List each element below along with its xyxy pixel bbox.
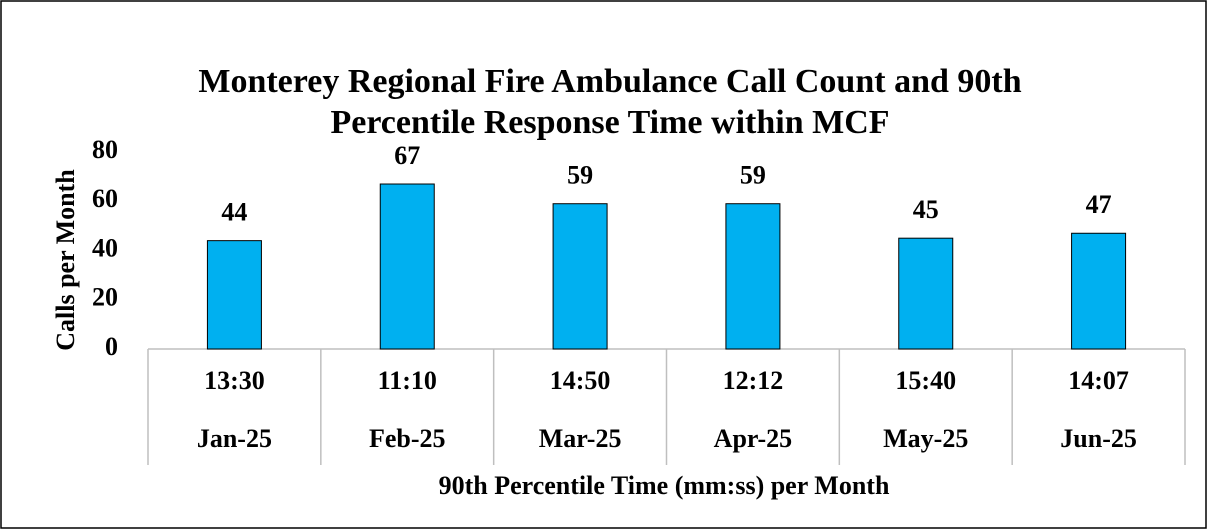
y-tick-label: 0	[105, 332, 118, 361]
chart-title: Monterey Regional Fire Ambulance Call Co…	[198, 63, 1021, 141]
data-label: 47	[1086, 190, 1112, 219]
bar	[379, 183, 435, 350]
bar	[552, 203, 608, 350]
x-axis-title: 90th Percentile Time (mm:ss) per Month	[439, 471, 890, 500]
y-tick-label: 20	[92, 283, 118, 312]
y-tick-label: 40	[92, 233, 118, 262]
x-tick-label: Feb-25	[369, 424, 446, 453]
y-tick-label: 80	[92, 135, 118, 164]
x-tick-label: 14:07	[1068, 366, 1129, 395]
y-axis-title: Calls per Month	[51, 169, 80, 351]
x-tick-label: Mar-25	[539, 424, 622, 453]
data-label: 59	[567, 161, 593, 190]
x-tick-label: 11:10	[378, 366, 437, 395]
y-tick-label: 60	[92, 184, 118, 213]
x-tick-label: 13:30	[204, 366, 265, 395]
data-label: 59	[740, 161, 766, 190]
bar	[725, 203, 781, 350]
x-tick-label: 14:50	[550, 366, 611, 395]
x-tick-label: Jun-25	[1060, 424, 1137, 453]
data-label: 44	[221, 198, 247, 227]
x-tick-label: May-25	[883, 424, 968, 453]
data-label: 45	[913, 195, 939, 224]
x-tick-label: 15:40	[895, 366, 956, 395]
bar	[206, 240, 262, 350]
x-tick-label: Apr-25	[714, 424, 792, 453]
bar	[1071, 232, 1127, 350]
x-tick-label: Jan-25	[197, 424, 272, 453]
data-label: 67	[394, 141, 420, 170]
bar	[898, 237, 954, 350]
x-tick-label: 12:12	[723, 366, 784, 395]
